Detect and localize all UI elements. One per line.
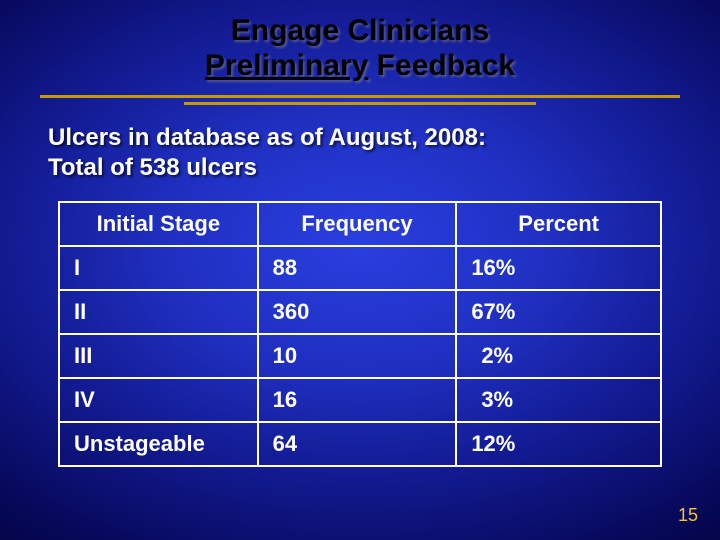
- title-line1: Engage Clinicians: [231, 14, 489, 47]
- cell-percent: 67%: [456, 290, 661, 334]
- slide: Engage Clinicians Preliminary Feedback U…: [0, 0, 720, 540]
- table-row: IV 16 3%: [59, 378, 661, 422]
- col-initial-stage: Initial Stage: [59, 202, 258, 246]
- table-row: I 88 16%: [59, 246, 661, 290]
- cell-frequency: 64: [258, 422, 457, 466]
- title-divider: [40, 95, 680, 105]
- cell-stage: II: [59, 290, 258, 334]
- cell-stage: III: [59, 334, 258, 378]
- subtitle: Ulcers in database as of August, 2008: T…: [48, 123, 720, 183]
- table-row: III 10 2%: [59, 334, 661, 378]
- cell-frequency: 88: [258, 246, 457, 290]
- cell-frequency: 10: [258, 334, 457, 378]
- cell-stage: Unstageable: [59, 422, 258, 466]
- slide-title: Engage Clinicians Preliminary Feedback: [0, 0, 720, 83]
- cell-percent: 16%: [456, 246, 661, 290]
- cell-percent: 2%: [456, 334, 661, 378]
- subtitle-line1: Ulcers in database as of August, 2008:: [48, 124, 486, 151]
- col-frequency: Frequency: [258, 202, 457, 246]
- cell-stage: IV: [59, 378, 258, 422]
- table-row: II 360 67%: [59, 290, 661, 334]
- subtitle-line2: Total of 538 ulcers: [48, 154, 257, 181]
- divider-bar-bottom: [184, 102, 536, 105]
- cell-percent: 12%: [456, 422, 661, 466]
- cell-stage: I: [59, 246, 258, 290]
- col-percent: Percent: [456, 202, 661, 246]
- cell-frequency: 16: [258, 378, 457, 422]
- page-number: 15: [678, 505, 698, 526]
- table-row: Unstageable 64 12%: [59, 422, 661, 466]
- data-table-wrap: Initial Stage Frequency Percent I 88 16%…: [58, 201, 662, 467]
- cell-frequency: 360: [258, 290, 457, 334]
- divider-bar-top: [40, 95, 680, 98]
- title-line2-rest: Feedback: [368, 49, 515, 82]
- title-line2-underlined: Preliminary: [205, 49, 368, 82]
- table-body: I 88 16% II 360 67% III 10 2% IV 16: [59, 246, 661, 466]
- data-table: Initial Stage Frequency Percent I 88 16%…: [58, 201, 662, 467]
- cell-percent: 3%: [456, 378, 661, 422]
- table-header-row: Initial Stage Frequency Percent: [59, 202, 661, 246]
